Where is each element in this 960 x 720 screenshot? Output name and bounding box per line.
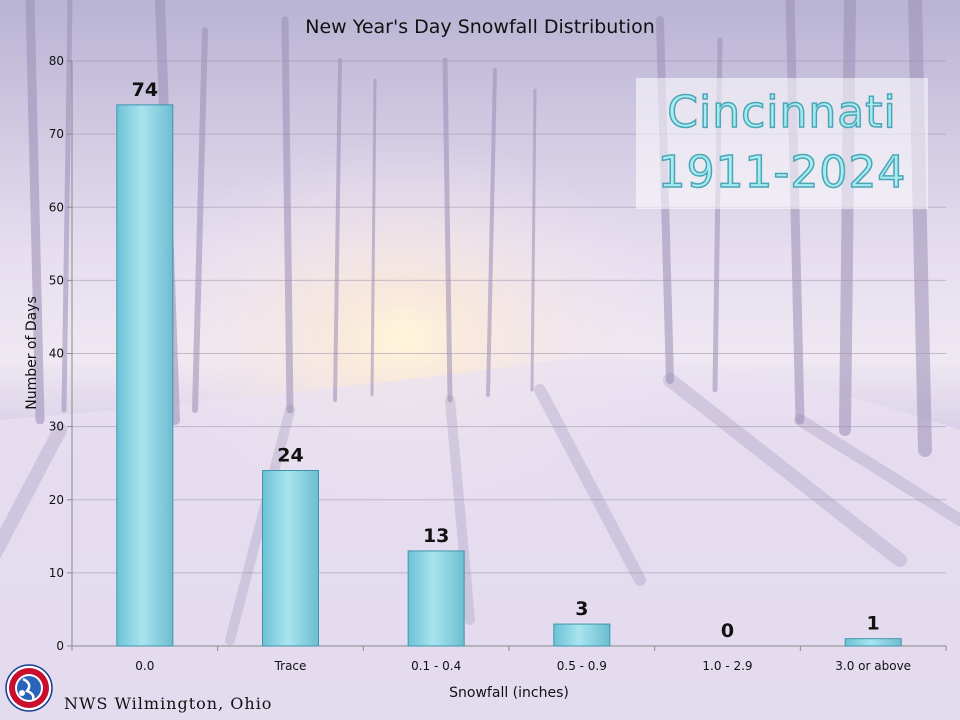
y-tick-label: 30	[49, 420, 64, 434]
bar	[844, 638, 902, 647]
y-tick-label: 0	[56, 639, 64, 653]
category-label: 1.0 - 2.9	[702, 659, 752, 673]
location-name: Cincinnati	[667, 87, 896, 138]
location-box	[636, 78, 928, 209]
y-tick-label: 80	[49, 54, 64, 68]
category-label: Trace	[274, 659, 307, 673]
data-label: 74	[132, 79, 158, 101]
category-label: 0.1 - 0.4	[411, 659, 461, 673]
category-label: 0.0	[135, 659, 154, 673]
category-label: 3.0 or above	[835, 659, 911, 673]
y-tick-label: 20	[49, 493, 64, 507]
y-tick-label: 70	[49, 127, 64, 141]
gridlines	[72, 60, 946, 574]
nws-logo-icon	[5, 664, 53, 712]
y-tick-label: 10	[49, 566, 64, 580]
y-tick-label: 60	[49, 200, 64, 214]
category-labels: 0.0 Trace 0.1 - 0.4 0.5 - 0.9 1.0 - 2.9 3.0 o…	[135, 659, 911, 673]
y-tick-label: 40	[49, 347, 64, 361]
y-axis-title: Number of Days	[24, 296, 40, 410]
location-overlay: Cincinnati 1911-2024	[636, 78, 928, 209]
data-label: 0	[721, 620, 734, 642]
y-axis-ticks: 0 10 20 30 40 50 60 70 80	[49, 54, 72, 653]
category-label: 0.5 - 0.9	[557, 659, 607, 673]
data-label: 24	[277, 445, 303, 467]
location-years: 1911-2024	[658, 147, 907, 198]
x-axis-ticks	[71, 646, 947, 651]
bars	[116, 104, 902, 647]
bar	[407, 550, 465, 647]
data-label: 1	[867, 613, 880, 635]
data-labels: 74 24 13 3 0 1	[132, 79, 880, 642]
y-tick-label: 50	[49, 273, 64, 287]
x-axis-title: Snowfall (inches)	[449, 685, 569, 701]
footer-org: NWS Wilmington, Ohio	[64, 694, 272, 713]
data-label: 3	[575, 598, 588, 620]
data-label: 13	[423, 525, 449, 547]
bar	[116, 104, 174, 647]
bar	[262, 470, 319, 647]
bar	[553, 623, 611, 647]
chart-title: New Year's Day Snowfall Distribution	[305, 16, 654, 38]
